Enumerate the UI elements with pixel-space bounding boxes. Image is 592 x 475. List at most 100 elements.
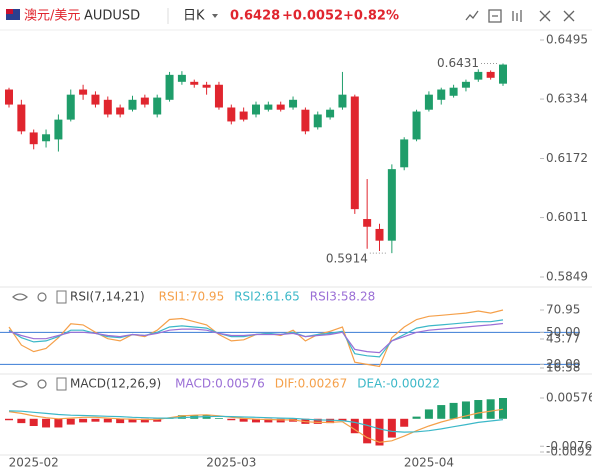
settings-icon[interactable] (37, 292, 47, 302)
legend-entry: DIF:0.00267 (275, 377, 347, 391)
macd-bar (29, 418, 38, 427)
candle-body (140, 97, 149, 105)
candle-body (202, 84, 211, 88)
macd-bar (363, 418, 372, 444)
y-tick-label: 0.5849 (546, 270, 588, 284)
indicator-icon[interactable] (465, 10, 479, 21)
flag-icon (6, 9, 20, 20)
macd-bar (227, 418, 236, 421)
y-tick-label: 0.6495 (546, 33, 588, 47)
y-tick-label: -0.0092 (546, 445, 592, 459)
indicator-icon[interactable] (56, 290, 67, 304)
change: +0.0052 (282, 9, 343, 24)
macd-bar (252, 418, 260, 423)
candle-body (326, 109, 335, 118)
y-tick-label: 16.58 (546, 361, 580, 375)
macd-bar (338, 418, 347, 421)
macd-bar (239, 418, 248, 422)
x-tick-label: 2025-03 (206, 456, 256, 470)
candle-body (128, 99, 137, 110)
y-tick-label: 0.6172 (546, 151, 588, 165)
y-tick-label: 20.00 (546, 357, 580, 371)
candle-body (387, 169, 396, 241)
candle-body (375, 228, 384, 241)
expand-icon[interactable] (539, 10, 551, 22)
candle-icon[interactable] (512, 10, 522, 22)
candle-body (91, 94, 100, 105)
macd-bar (66, 418, 75, 425)
macd-bar (153, 418, 162, 422)
candle-body (449, 87, 458, 96)
candle-body (29, 132, 38, 145)
candle-body (79, 89, 88, 95)
candle-body (66, 94, 75, 120)
candle-body (54, 119, 63, 140)
pair-name[interactable]: 澳元/美元 (24, 8, 80, 24)
macd-bar (128, 418, 137, 423)
candle-body (5, 89, 13, 105)
candle-body (412, 111, 421, 140)
macd-bar (499, 398, 507, 419)
y-tick-label: 0.6334 (546, 92, 588, 106)
macd-bar (313, 418, 322, 424)
dropdown-icon[interactable] (212, 14, 218, 18)
macd-bar (326, 418, 335, 424)
change-pct: +0.82% (343, 9, 399, 24)
eye-icon[interactable] (12, 293, 28, 301)
macd-bar (350, 418, 359, 434)
candle-body (424, 94, 433, 110)
y-tick-label: -0.00761 (546, 439, 592, 453)
candle-body (42, 134, 51, 142)
settings-icon[interactable] (37, 379, 47, 389)
candle-body (252, 104, 260, 115)
macd-bar (276, 418, 285, 423)
macd-bar (375, 418, 384, 446)
candle-body (276, 104, 285, 110)
macd-bar (79, 418, 88, 423)
macd-bar (387, 418, 396, 438)
macd-bar (486, 399, 495, 419)
macd-bar (474, 400, 483, 419)
macd-bar (42, 418, 51, 428)
candle-body (338, 94, 347, 108)
candle-body (313, 114, 322, 128)
eye-icon[interactable] (12, 380, 28, 388)
header: 澳元/美元 AUDUSD 日K 0.6428 +0.0052 +0.82% (6, 8, 575, 24)
candle-body (486, 71, 495, 78)
macd-bar (437, 405, 446, 419)
legend-entry: RSI1:70.95 (159, 290, 225, 304)
close-icon[interactable] (563, 10, 575, 22)
candle-body (400, 139, 409, 168)
x-tick-label: 2025-02 (9, 456, 59, 470)
period[interactable]: 日K (183, 9, 205, 24)
macd-bar (5, 418, 13, 421)
candle-body (437, 89, 446, 100)
macd-bar (400, 418, 409, 427)
price: 0.6428 (230, 9, 280, 24)
indicator-icon[interactable] (56, 377, 67, 391)
candle-body (350, 96, 359, 210)
draw-icon[interactable] (488, 9, 502, 23)
candle-body (363, 219, 372, 227)
indicator-title: MACD(12,26,9) (70, 377, 161, 391)
macd-bar (264, 418, 273, 423)
candle-body (177, 74, 186, 82)
macd-bar (449, 402, 458, 419)
macd-bar (103, 418, 112, 423)
y-tick-label: 43.77 (546, 331, 580, 345)
y-tick-label: 0.6011 (546, 210, 588, 224)
indicator-line (8, 322, 504, 354)
candle-body (499, 64, 507, 84)
candle-body (17, 104, 26, 132)
macd-bar (17, 418, 26, 424)
y-tick-label: 50.00 (546, 325, 580, 339)
candle-body (239, 111, 248, 120)
candle-body (165, 74, 174, 100)
macd-bar (177, 415, 186, 419)
candle-body (474, 71, 483, 80)
symbol[interactable]: AUDUSD (84, 9, 140, 24)
macd-bar (140, 418, 149, 423)
legend-entry: DEA:-0.00022 (357, 377, 440, 391)
candle-body (153, 97, 162, 115)
